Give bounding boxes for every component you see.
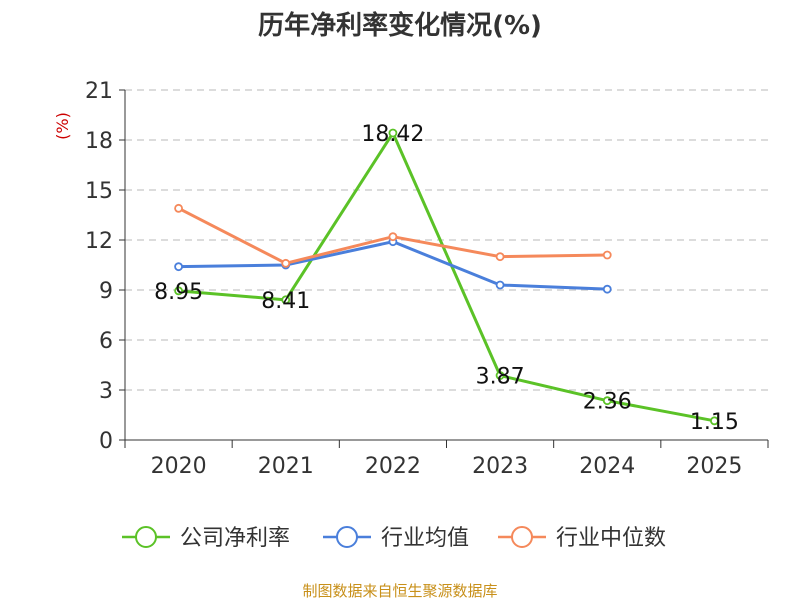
grid-layer	[125, 89, 768, 391]
data-point	[602, 250, 612, 260]
data-label: 8.95	[154, 280, 203, 305]
y-tick-label: 12	[85, 229, 113, 254]
legend-item: 公司净利率	[122, 526, 290, 551]
data-point	[281, 258, 291, 268]
data-label: 3.87	[476, 365, 525, 390]
y-tick-label: 9	[99, 279, 113, 304]
legend-label: 行业中位数	[556, 526, 666, 551]
data-point	[281, 295, 291, 305]
series-line	[178, 131, 715, 423]
legend-swatch-marker	[336, 526, 358, 548]
x-tick-label: 2021	[258, 454, 314, 479]
data-label: 18.42	[361, 122, 424, 147]
data-point	[710, 416, 719, 426]
data-point	[388, 232, 398, 242]
x-tick-label: 2020	[151, 454, 207, 479]
source-note: 制图数据来自恒生聚源数据库	[302, 582, 497, 600]
data-label-layer: 8.95 8.41 18.42 3.87 2.36 1.15	[154, 122, 739, 435]
x-tick-label: 2024	[579, 454, 635, 479]
data-point	[495, 280, 505, 290]
data-point	[174, 286, 183, 296]
y-tick-label: 15	[85, 179, 113, 204]
data-point	[388, 128, 398, 138]
series-line	[178, 240, 608, 291]
x-tick-label: 2025	[686, 454, 742, 479]
y-tick-label: 18	[85, 129, 113, 154]
y-tick-label: 6	[99, 329, 113, 354]
data-point	[602, 284, 612, 294]
legend-label: 公司净利率	[180, 526, 290, 551]
legend: 公司净利率 行业均值 行业中位数	[122, 526, 666, 551]
x-tick-label: 2023	[472, 454, 528, 479]
y-tick-label: 3	[99, 379, 113, 404]
data-label: 2.36	[583, 390, 632, 415]
data-point	[495, 252, 505, 262]
legend-item: 行业中位数	[498, 526, 666, 551]
chart-title: 历年净利率变化情况(%)	[258, 10, 542, 41]
legend-item: 行业均值	[323, 526, 469, 551]
series-layer	[174, 128, 719, 426]
legend-swatch-marker	[135, 526, 157, 548]
data-label: 8.41	[261, 289, 310, 314]
data-point	[174, 262, 183, 272]
data-point	[602, 396, 612, 406]
y-tick-label: 0	[99, 429, 113, 454]
data-point	[174, 203, 183, 213]
legend-label: 行业均值	[381, 526, 469, 551]
axis-layer: 0 3 6 9 12 15 18 21 2020 2021 2022 2023 2024 2025	[85, 79, 769, 479]
data-label: 1.15	[690, 410, 739, 435]
y-axis-label: (%)	[53, 112, 72, 140]
legend-swatch-marker	[511, 526, 533, 548]
y-tick-label: 21	[85, 79, 113, 104]
x-tick-label: 2022	[365, 454, 421, 479]
data-point	[495, 371, 505, 380]
